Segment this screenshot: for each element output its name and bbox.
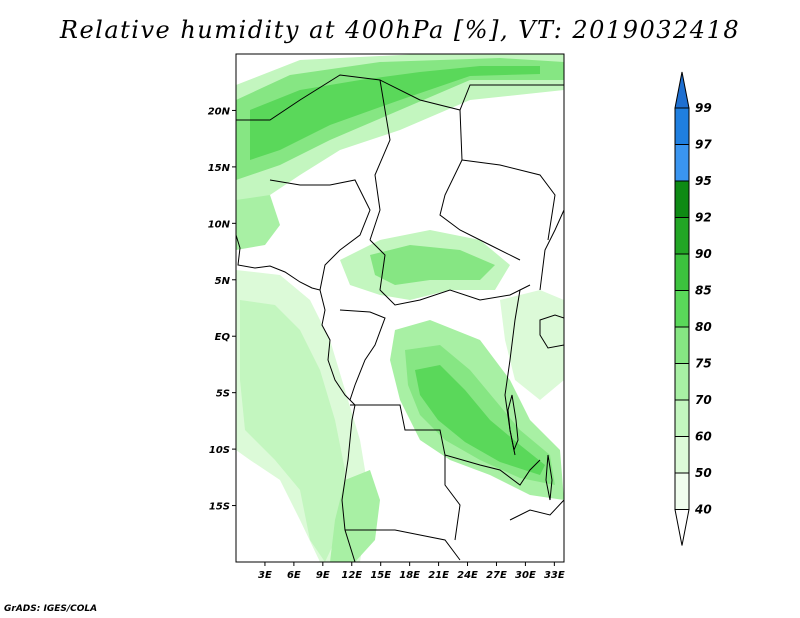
colorbar-segment [674,436,690,474]
lon-tick-label: 27E [486,570,507,581]
lon-tick-label: 30E [515,570,536,581]
colorbar-top-arrow [674,71,690,109]
colorbar-label: 75 [695,357,712,371]
humid-region-atlantic-inner [240,300,345,562]
colorbar-segment [674,180,690,218]
lake-tanganyika [507,394,519,452]
colorbar-label: 60 [695,430,712,444]
lon-tick-label: 21E [428,570,449,581]
colorbar: 99 97 95 92 90 85 80 75 70 60 50 40 [674,71,712,546]
border-sudan [461,159,556,241]
colorbar-segment [674,107,690,145]
colorbar-label: 40 [694,503,712,517]
lake-malawi [545,454,553,501]
plot-frame [235,53,565,563]
longitude-axis: 3E 6E 9E 12E 15E 18E 21E 24E 27E 30E 33E [258,562,565,581]
humid-region-north-inner [250,66,540,160]
colorbar-segment [674,290,690,328]
lat-tick-label: 15N [208,163,231,174]
border-nigeria [269,179,371,291]
border-north-central [369,79,391,241]
lon-tick-label: 9E [316,570,330,581]
colorbar-label: 92 [695,211,712,225]
chart-title: Relative humidity at 400hPa [%], VT: 201… [59,16,741,44]
colorbar-segment [674,399,690,437]
border-drc-south [350,404,541,486]
colorbar-segment [674,253,690,291]
border-mozambique [509,499,564,521]
humid-region-south [330,470,380,562]
lon-tick-label: 12E [341,570,362,581]
lake-victoria [539,314,564,349]
humid-region-congo-core [415,365,545,475]
lat-tick-label: 10S [209,445,230,456]
lon-tick-label: 6E [287,570,301,581]
border-zambia [444,455,461,541]
latitude-axis: 20N 15N 10N 5N EQ 5S 10S 15S [208,106,236,513]
lat-tick-label: 10N [208,219,231,230]
lat-tick-label: 5N [215,276,231,287]
border-congo-west [339,309,386,401]
lat-tick-label: 5S [216,389,230,400]
lat-tick-label: 15S [209,502,230,513]
colorbar-label: 50 [695,466,712,480]
colorbar-label: 85 [695,284,712,298]
humidity-shading [236,54,564,562]
humid-region-central-north-inner [370,245,495,285]
colorbar-segment [674,472,690,510]
lat-tick-label: 20N [208,106,231,117]
colorbar-label: 95 [695,174,712,188]
colorbar-label: 99 [695,101,712,115]
colorbar-label: 97 [695,138,712,152]
colorbar-label: 80 [695,320,712,334]
lat-tick-label: EQ [215,332,231,343]
lon-tick-label: 3E [258,570,272,581]
lon-tick-label: 15E [370,570,391,581]
colorbar-segment [674,217,690,255]
border-car [369,239,531,306]
colorbar-label: 90 [695,247,712,261]
country-borders [236,74,564,562]
humid-region-nw [236,195,280,250]
border-angola-south [345,529,461,561]
colorbar-label: 70 [695,393,712,407]
colorbar-segment [674,144,690,182]
border-east [539,209,564,291]
lon-tick-label: 33E [544,570,565,581]
lon-tick-label: 18E [399,570,420,581]
colorbar-segment [674,363,690,401]
credit-text: GrADS: IGES/COLA [4,604,98,614]
coastline [236,234,356,562]
lon-tick-label: 24E [457,570,478,581]
colorbar-segment [674,326,690,364]
colorbar-bottom-arrow [674,509,690,546]
